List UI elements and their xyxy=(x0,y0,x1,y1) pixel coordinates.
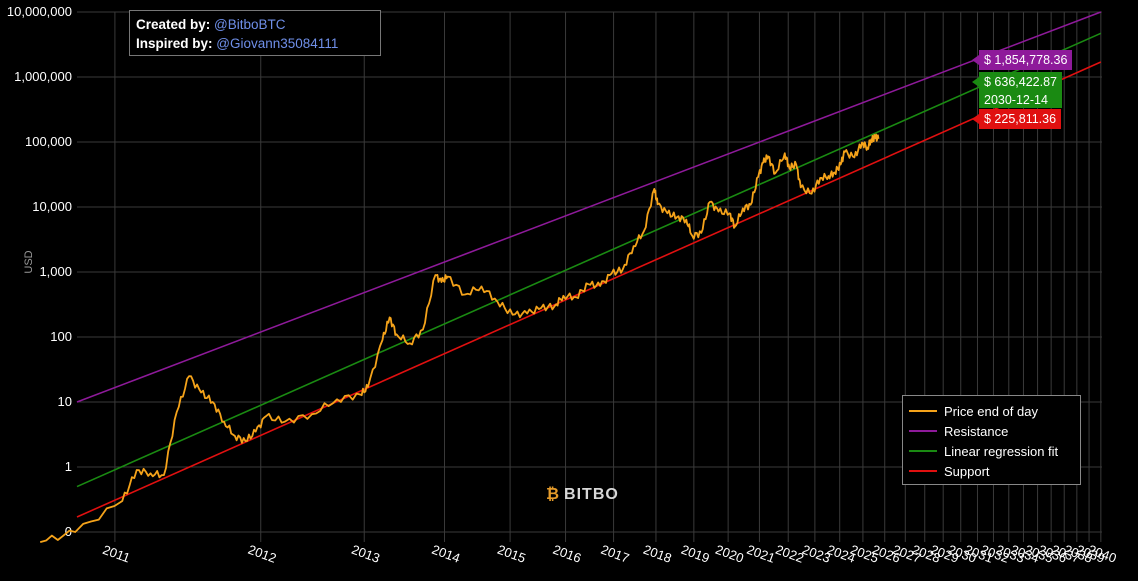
y-tick-label: 100 xyxy=(50,329,72,344)
x-tick-label: 2014 xyxy=(430,542,462,566)
bitbo-watermark: ₿ BITBO xyxy=(546,486,619,504)
legend-item-price[interactable]: Price end of day xyxy=(909,401,1074,421)
x-tick-label: 2013 xyxy=(350,542,382,566)
legend-swatch-fit xyxy=(909,450,937,452)
price-end-of-day-line xyxy=(39,133,880,543)
linear-regression-fit-line xyxy=(76,32,1102,488)
x-tick-label: 2019 xyxy=(679,542,711,566)
watermark-text: BITBO xyxy=(564,486,619,503)
y-axis-ticks: 01101001,00010,000100,0001,000,00010,000… xyxy=(7,4,72,539)
fit-value-tag: $ 636,422.87 2030-12-14 xyxy=(972,72,1062,108)
fit-date: 2030-12-14 xyxy=(984,93,1048,107)
y-tick-label: 1 xyxy=(65,459,72,474)
legend-swatch-price xyxy=(909,410,937,412)
legend-item-support[interactable]: Support xyxy=(909,461,1074,481)
legend-swatch-resistance xyxy=(909,430,937,432)
legend-label-price: Price end of day xyxy=(944,403,1038,419)
resistance-value-tag: $ 1,854,778.36 xyxy=(971,50,1073,70)
x-tick-label: 2020 xyxy=(714,542,746,566)
support-value: $ 225,811.36 xyxy=(984,112,1057,126)
x-tick-label: 2012 xyxy=(246,542,278,566)
y-tick-label: 1,000,000 xyxy=(14,69,72,84)
inspired-by-label: Inspired by: xyxy=(136,36,213,51)
legend: Price end of day Resistance Linear regre… xyxy=(902,395,1081,485)
y-tick-label: 10,000 xyxy=(32,199,72,214)
created-by-link[interactable]: @BitboBTC xyxy=(214,17,286,32)
x-tick-label: 2011 xyxy=(101,542,132,566)
fit-value: $ 636,422.87 xyxy=(984,75,1057,89)
legend-swatch-support xyxy=(909,470,937,472)
inspired-by-link[interactable]: @Giovann35084111 xyxy=(216,36,339,51)
support-value-tag: $ 225,811.36 xyxy=(971,109,1062,129)
x-tick-label: 2018 xyxy=(641,542,673,566)
created-by-label: Created by: xyxy=(136,17,211,32)
x-axis-ticks: 2011 2012 2013 2014 2015 2016 2017 2018 2019 2020… xyxy=(101,542,1119,566)
legend-label-resistance: Resistance xyxy=(944,423,1009,439)
resistance-value: $ 1,854,778.36 xyxy=(984,53,1068,67)
resistance-line xyxy=(76,11,1102,403)
x-tick-label: 2015 xyxy=(495,542,527,566)
y-axis-label: USD xyxy=(23,250,35,273)
y-tick-label: 10 xyxy=(58,394,72,409)
series-lines xyxy=(39,11,1102,543)
y-tick-label: 100,000 xyxy=(25,134,72,149)
credits-box: Created by: @BitboBTC Inspired by: @Giov… xyxy=(129,10,381,56)
x-tick-label: 2016 xyxy=(551,542,583,566)
y-tick-label: 1,000 xyxy=(39,264,72,279)
legend-label-support: Support xyxy=(944,463,990,479)
y-tick-label: 10,000,000 xyxy=(7,4,72,19)
x-tick-label: 2021 xyxy=(745,542,777,566)
bitbo-logo-icon: ₿ xyxy=(546,486,561,503)
legend-item-fit[interactable]: Linear regression fit xyxy=(909,441,1074,461)
legend-label-fit: Linear regression fit xyxy=(944,443,1059,459)
legend-item-resistance[interactable]: Resistance xyxy=(909,421,1074,441)
x-tick-label: 2017 xyxy=(599,542,631,566)
